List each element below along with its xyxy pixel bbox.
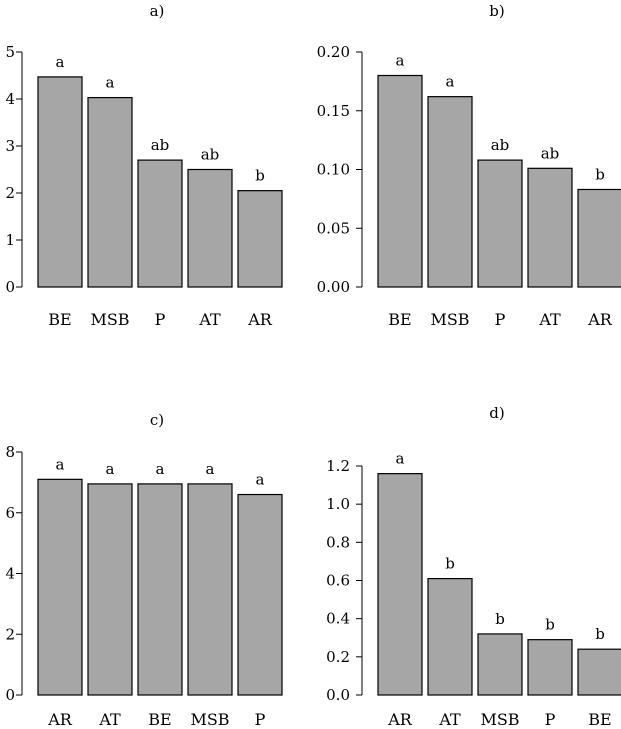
bar-at — [187, 168, 233, 288]
significance-label: a — [256, 471, 265, 489]
y-tick-label: 2 — [5, 184, 15, 202]
bar-at — [87, 483, 133, 696]
x-category-label: AR — [47, 710, 73, 729]
significance-label: a — [106, 460, 115, 478]
y-tick-label: 1 — [5, 231, 15, 249]
bar-p — [137, 159, 183, 288]
bar-ar — [37, 478, 83, 696]
panel-a-title: a) — [150, 2, 165, 20]
panel-d: d) 0.0 0.2 0.4 0.6 0.8 1.0 1.2 a AR b AT b MSB b Pb BE — [326, 404, 621, 729]
bar-ar — [377, 473, 423, 696]
bar-msb — [477, 633, 523, 696]
bar-p — [477, 159, 523, 288]
y-tick-label: 0.10 — [317, 161, 350, 179]
x-category-label: BE — [588, 710, 611, 729]
y-tick-label: 1.2 — [326, 457, 350, 475]
significance-label: a — [106, 74, 115, 92]
bar-p — [527, 639, 573, 696]
bar-at — [527, 167, 573, 288]
significance-label: ab — [201, 146, 220, 164]
x-category-label: MSB — [480, 710, 519, 729]
panel-c: c) 0 2 4 6 8 a AR a AT a BE a MSB a P — [5, 411, 283, 729]
panel-b: b) 0.00 0.05 0.10 0.15 0.20 a BE a MSB ab Pab AT b AR — [317, 2, 621, 329]
x-category-label: AT — [98, 710, 121, 729]
panel-d-title: d) — [489, 404, 504, 422]
y-tick-label: 2 — [5, 625, 15, 643]
y-tick-label: 0.05 — [317, 219, 350, 237]
x-category-label: BE — [388, 310, 411, 329]
y-tick-label: 0.15 — [317, 102, 350, 120]
bar-be — [137, 483, 183, 696]
y-tick-label: 0.20 — [317, 43, 350, 61]
x-category-label: MSB — [430, 310, 469, 329]
y-tick-label: 4 — [5, 90, 15, 108]
bar-msb — [187, 483, 233, 696]
x-category-label: BE — [148, 710, 171, 729]
significance-label: a — [206, 460, 215, 478]
x-category-label: MSB — [90, 310, 129, 329]
bar-p — [237, 493, 283, 696]
significance-label: b — [545, 616, 555, 634]
y-tick-label: 0.4 — [326, 610, 350, 628]
significance-label: b — [495, 610, 505, 628]
significance-label: ab — [151, 136, 170, 154]
bar-ar — [577, 188, 621, 288]
significance-label: b — [255, 167, 265, 185]
panel-b-title: b) — [489, 2, 504, 20]
y-tick-label: 0.0 — [326, 686, 350, 704]
x-category-label: AR — [247, 310, 273, 329]
x-category-label: MSB — [190, 710, 229, 729]
y-tick-label: 0.00 — [317, 278, 350, 296]
significance-label: b — [445, 555, 455, 573]
bar-be — [377, 74, 423, 288]
x-category-label: BE — [48, 310, 71, 329]
panel-c-title: c) — [150, 411, 164, 429]
bar-be — [37, 76, 83, 288]
x-category-label: AT — [438, 710, 461, 729]
x-category-label: P — [495, 310, 506, 329]
y-tick-label: 0 — [5, 686, 15, 704]
bar-ar — [237, 190, 283, 288]
y-tick-label: 6 — [5, 504, 15, 522]
x-category-label: P — [545, 710, 556, 729]
y-tick-label: 0 — [5, 278, 15, 296]
x-category-label: AT — [538, 310, 561, 329]
panel-a: a) 0 1 2 3 4 5 a BE a MSB ab Pab AT b AR — [5, 2, 283, 329]
significance-label: ab — [541, 144, 560, 162]
y-tick-label: 4 — [5, 565, 15, 583]
bar-msb — [87, 96, 133, 288]
y-tick-label: 1.0 — [326, 495, 350, 513]
y-tick-label: 0.2 — [326, 648, 350, 666]
bar-at — [427, 577, 473, 696]
significance-label: b — [595, 165, 605, 183]
significance-label: a — [56, 53, 65, 71]
x-category-label: AT — [198, 310, 221, 329]
y-tick-label: 3 — [5, 137, 15, 155]
y-tick-label: 0.6 — [326, 572, 350, 590]
bar-be — [577, 648, 621, 696]
significance-label: a — [396, 52, 405, 70]
y-tick-label: 5 — [5, 43, 15, 61]
x-category-label: AR — [387, 710, 413, 729]
x-category-label: P — [255, 710, 266, 729]
significance-label: a — [446, 73, 455, 91]
x-category-label: AR — [587, 310, 613, 329]
y-tick-label: 8 — [5, 443, 15, 461]
significance-label: a — [56, 455, 65, 473]
significance-label: a — [156, 460, 165, 478]
y-tick-label: 0.8 — [326, 533, 350, 551]
x-category-label: P — [155, 310, 166, 329]
significance-label: ab — [491, 136, 510, 154]
significance-label: b — [595, 625, 605, 643]
bar-msb — [427, 96, 473, 288]
significance-label: a — [396, 450, 405, 468]
